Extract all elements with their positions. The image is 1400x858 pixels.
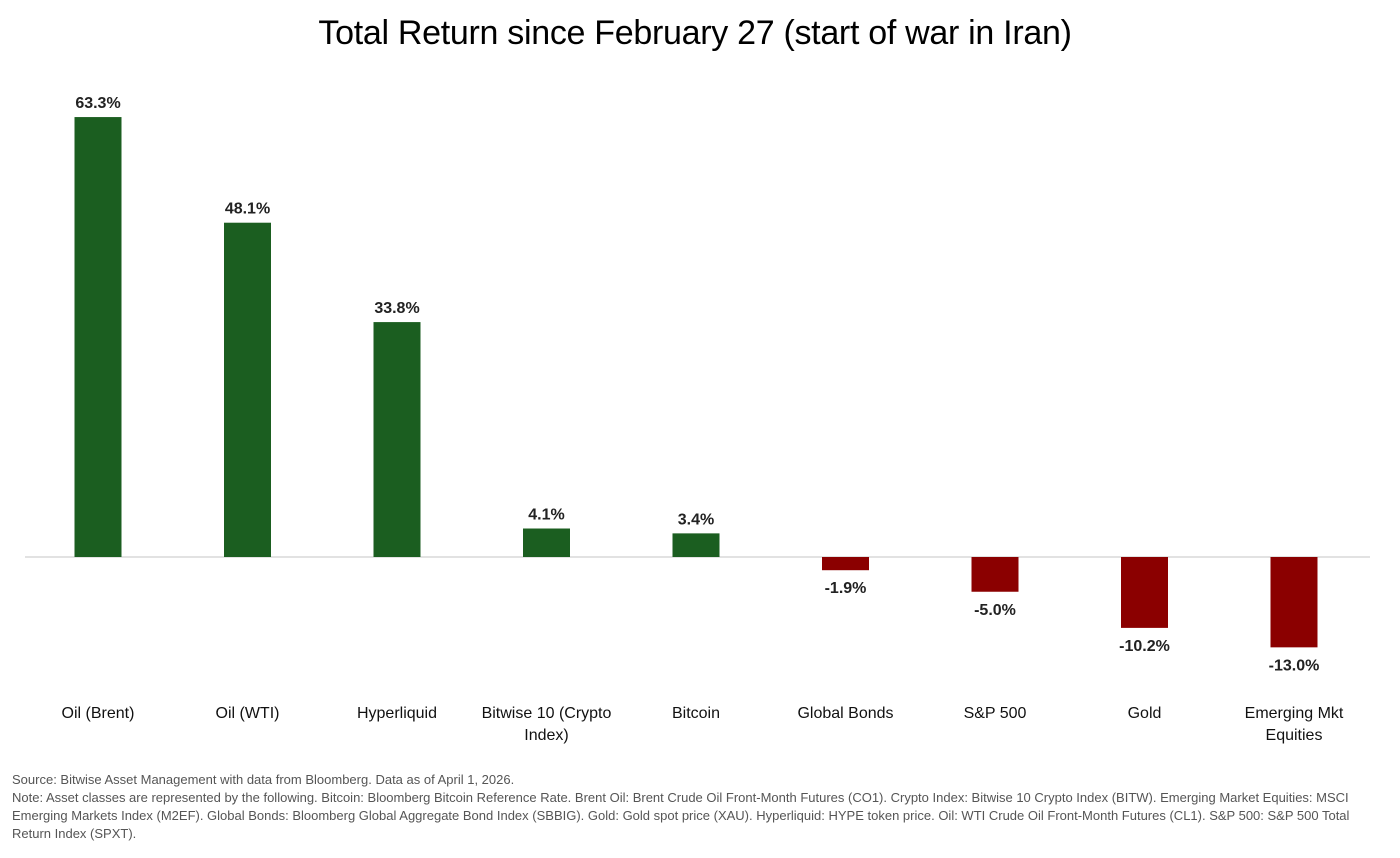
category-label-7: Gold (1128, 705, 1162, 722)
bar-0 (74, 117, 122, 557)
category-label-6: S&P 500 (964, 705, 1027, 722)
bar-6 (971, 557, 1019, 592)
bar-1 (224, 222, 271, 557)
value-label-0: 63.3% (75, 95, 120, 112)
category-label-0: Oil (Brent) (62, 705, 135, 722)
source-note: Source: Bitwise Asset Management with da… (12, 772, 515, 787)
methodology-note: Note: Asset classes are represented by t… (12, 790, 1350, 841)
bar-8 (1270, 557, 1318, 648)
category-label-5: Global Bonds (797, 705, 893, 722)
value-label-3: 4.1% (528, 507, 564, 524)
value-label-4: 3.4% (678, 511, 714, 528)
bar-7 (1121, 557, 1168, 628)
category-label-3: Bitwise 10 (Crypto Index) (482, 705, 612, 744)
bar-5 (822, 557, 869, 571)
bar-2 (373, 322, 421, 557)
value-label-5: -1.9% (825, 580, 867, 597)
value-label-1: 48.1% (225, 201, 270, 218)
category-label-8: Emerging Mkt Equities (1245, 705, 1344, 744)
value-label-2: 33.8% (374, 300, 419, 317)
bar-3 (523, 528, 570, 557)
value-label-7: -10.2% (1119, 638, 1170, 655)
value-label-6: -5.0% (974, 602, 1016, 619)
bar-chart: 63.3% Oil (Brent) 48.1% Oil (WTI) 33.8% Hyper… (25, 95, 1370, 744)
chart-title: Total Return since February 27 (start of… (318, 14, 1072, 52)
value-label-8: -13.0% (1269, 657, 1320, 674)
chart-notes: Source: Bitwise Asset Management with da… (12, 771, 1384, 843)
bar-4 (672, 533, 720, 557)
category-label-1: Oil (WTI) (216, 705, 280, 722)
category-label-2: Hyperliquid (357, 705, 437, 722)
category-label-4: Bitcoin (672, 705, 720, 722)
